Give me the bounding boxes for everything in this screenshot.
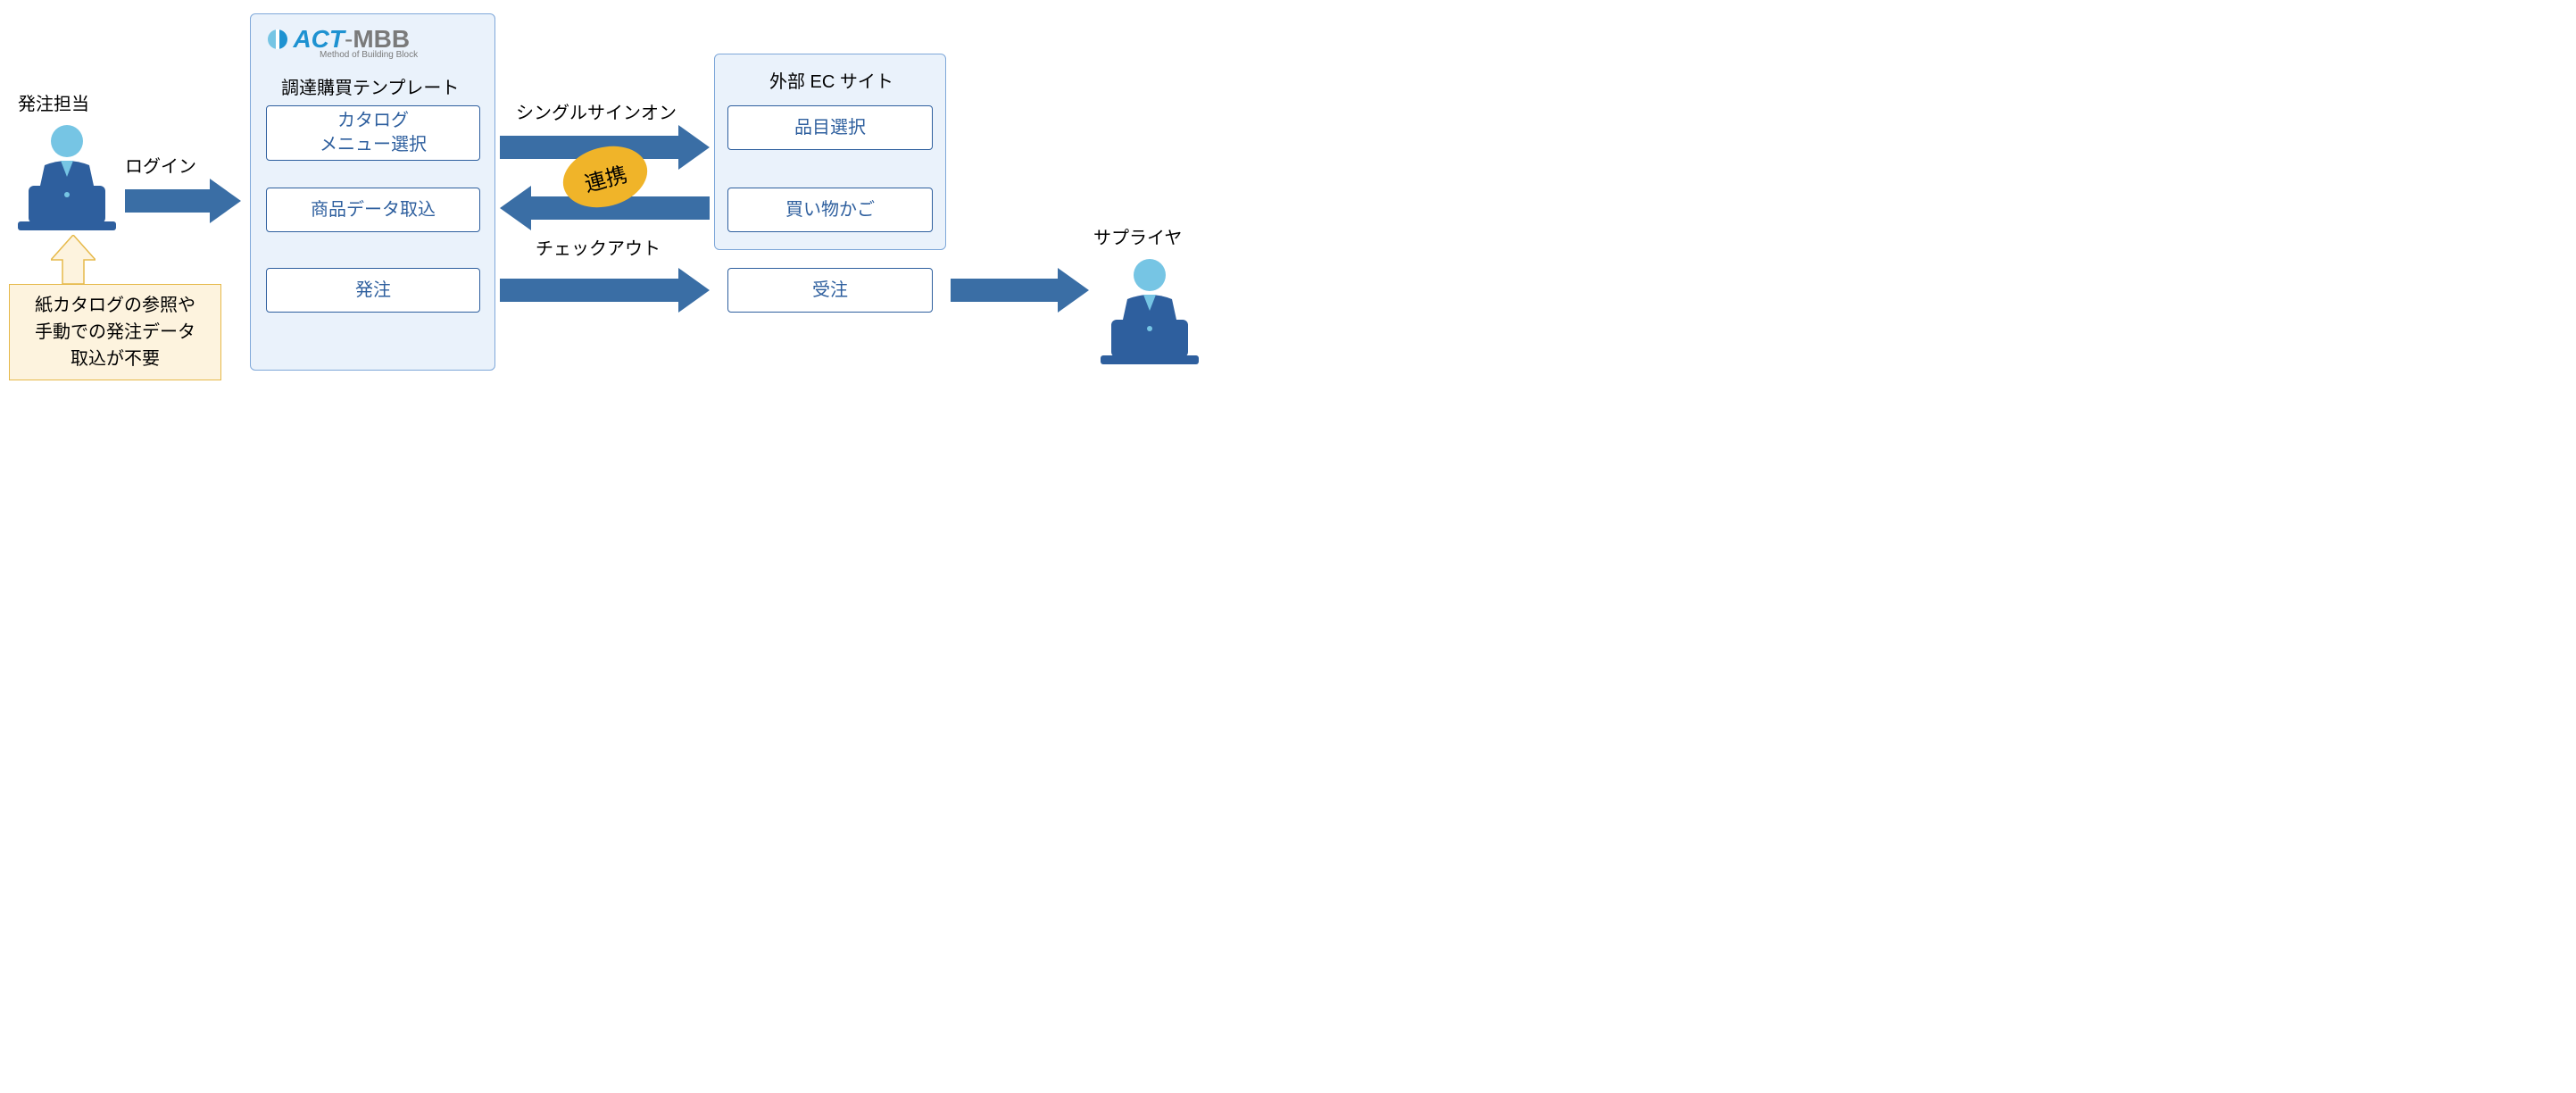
sso-label: シングルサインオン bbox=[516, 98, 677, 124]
item-select-box: 品目選択 bbox=[727, 105, 933, 150]
orderer-icon bbox=[9, 116, 125, 232]
supplier-arrow-icon bbox=[951, 268, 1089, 313]
orderer-label: 発注担当 bbox=[18, 89, 89, 115]
callout-arrow-icon bbox=[51, 235, 96, 284]
receive-box: 受注 bbox=[727, 268, 933, 313]
cart-box: 買い物かご bbox=[727, 188, 933, 232]
supplier-label: サプライヤ bbox=[1093, 223, 1182, 249]
ec-title: 外部 EC サイト bbox=[769, 67, 893, 93]
logo: ACT-MBB Method of Building Block bbox=[266, 25, 418, 60]
supplier-icon bbox=[1092, 250, 1208, 366]
login-label: ログイン bbox=[125, 152, 196, 178]
login-arrow-icon bbox=[125, 179, 241, 223]
catalog-box: カタログ メニュー選択 bbox=[266, 105, 480, 161]
template-title: 調達購買テンプレート bbox=[281, 73, 459, 99]
checkout-label: チェックアウト bbox=[536, 234, 661, 260]
order-box: 発注 bbox=[266, 268, 480, 313]
order-arrow-icon bbox=[500, 268, 710, 313]
callout-box: 紙カタログの参照や 手動での発注データ 取込が不要 bbox=[9, 284, 221, 380]
import-box: 商品データ取込 bbox=[266, 188, 480, 232]
